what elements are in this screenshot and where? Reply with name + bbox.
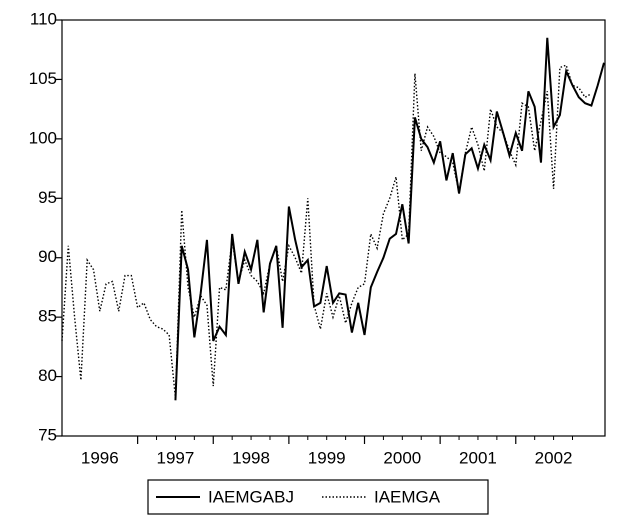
x-tick-label: 1999 (308, 448, 346, 467)
y-tick-label: 80 (38, 366, 57, 385)
legend-label: IAEMGA (374, 487, 441, 506)
series-line (61, 64, 592, 399)
y-tick-label: 110 (30, 9, 57, 28)
plot-frame (61, 19, 606, 437)
legend-box (147, 479, 489, 515)
series-line (174, 37, 605, 401)
x-tick-label: 1998 (232, 448, 270, 467)
x-tick-label: 1996 (81, 448, 119, 467)
y-tick-label: 95 (38, 188, 57, 207)
x-tick-label: 2002 (535, 448, 573, 467)
x-tick-label: 2001 (459, 448, 497, 467)
y-tick-label: 105 (29, 69, 57, 88)
x-tick-label: 2000 (383, 448, 421, 467)
y-tick-label: 85 (38, 307, 57, 326)
y-tick-label: 100 (29, 128, 57, 147)
legend-label: IAEMGABJ (208, 487, 294, 506)
y-tick-label: 90 (38, 247, 57, 266)
x-tick-label: 1997 (157, 448, 195, 467)
y-tick-label: 75 (38, 425, 57, 444)
